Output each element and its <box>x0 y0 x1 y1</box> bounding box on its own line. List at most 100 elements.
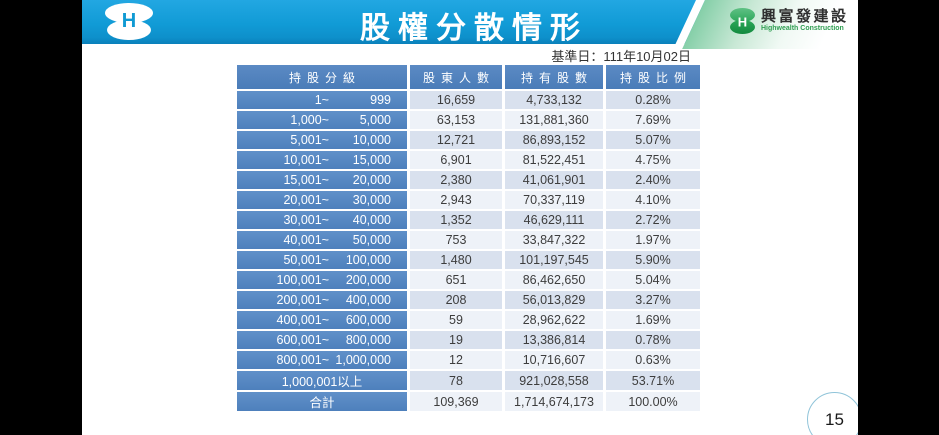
table-row: 20,001~ 30,000 2,943 70,337,119 4.10% <box>237 191 700 209</box>
range-cell: 1,000~ 5,000 <box>237 111 407 129</box>
range-cell: 10,001~ 15,000 <box>237 151 407 169</box>
ratio-cell: 5.04% <box>606 271 700 289</box>
range-cell: 5,001~ 10,000 <box>237 131 407 149</box>
table-header-row: 持股分級 股東人數 持有股數 持股比例 <box>237 65 700 89</box>
company-name: 興富發建設 <box>761 8 849 25</box>
shares-cell: 131,881,360 <box>505 111 603 129</box>
shares-cell: 1,714,674,173 <box>505 392 603 411</box>
ratio-cell: 0.63% <box>606 351 700 369</box>
holders-cell: 6,901 <box>410 151 502 169</box>
range-cell: 合計 <box>237 392 407 411</box>
holders-cell: 208 <box>410 291 502 309</box>
holders-cell: 2,380 <box>410 171 502 189</box>
holders-cell: 63,153 <box>410 111 502 129</box>
shares-cell: 28,962,622 <box>505 311 603 329</box>
range-cell: 40,001~ 50,000 <box>237 231 407 249</box>
presentation-slide: H 股權分散情形 H 興富發建設 Highwealth Construction… <box>82 0 858 435</box>
table-body: 1~ 999 16,659 4,733,132 0.28% 1,000~ 5,000 63,1… <box>237 91 700 411</box>
holders-cell: 2,943 <box>410 191 502 209</box>
shares-cell: 101,197,545 <box>505 251 603 269</box>
table-row: 10,001~ 15,000 6,901 81,522,451 4.75% <box>237 151 700 169</box>
page-number: 15 <box>825 409 844 429</box>
table-row: 1~ 999 16,659 4,733,132 0.28% <box>237 91 700 109</box>
range-cell: 100,001~ 200,000 <box>237 271 407 289</box>
range-cell: 15,001~ 20,000 <box>237 171 407 189</box>
shares-cell: 41,061,901 <box>505 171 603 189</box>
holders-cell: 1,352 <box>410 211 502 229</box>
holders-cell: 78 <box>410 371 502 390</box>
range-cell: 400,001~ 600,000 <box>237 311 407 329</box>
table-row: 5,001~ 10,000 12,721 86,893,152 5.07% <box>237 131 700 149</box>
table-row: 400,001~ 600,000 59 28,962,622 1.69% <box>237 311 700 329</box>
range-cell: 50,001~ 100,000 <box>237 251 407 269</box>
logo-letter: H <box>121 9 137 32</box>
record-date-label: 基準日：111年10月02日 <box>551 49 691 64</box>
range-cell: 200,001~ 400,000 <box>237 291 407 309</box>
company-name-en: Highwealth Construction <box>761 25 844 32</box>
shares-cell: 4,733,132 <box>505 91 603 109</box>
logo-oval-bottom <box>107 20 151 40</box>
logo-oval-top <box>105 3 153 23</box>
col-header-range: 持股分級 <box>237 65 407 89</box>
range-cell: 20,001~ 30,000 <box>237 191 407 209</box>
table-row: 合計 109,369 1,714,674,173 100.00% <box>237 392 700 411</box>
ratio-cell: 2.72% <box>606 211 700 229</box>
table-row: 200,001~ 400,000 208 56,013,829 3.27% <box>237 291 700 309</box>
shares-cell: 81,522,451 <box>505 151 603 169</box>
table-row: 1,000,001以上 78 921,028,558 53.71% <box>237 371 700 390</box>
table-row: 800,001~ 1,000,000 12 10,716,607 0.63% <box>237 351 700 369</box>
ratio-cell: 3.27% <box>606 291 700 309</box>
table-row: 1,000~ 5,000 63,153 131,881,360 7.69% <box>237 111 700 129</box>
ratio-cell: 2.40% <box>606 171 700 189</box>
table-row: 40,001~ 50,000 753 33,847,322 1.97% <box>237 231 700 249</box>
ratio-cell: 4.75% <box>606 151 700 169</box>
shares-cell: 86,893,152 <box>505 131 603 149</box>
holders-cell: 12,721 <box>410 131 502 149</box>
highwealth-green-logo-icon: H <box>730 8 755 35</box>
ratio-cell: 1.97% <box>606 231 700 249</box>
holders-cell: 12 <box>410 351 502 369</box>
holders-cell: 651 <box>410 271 502 289</box>
ratio-cell: 0.78% <box>606 331 700 349</box>
holders-cell: 1,480 <box>410 251 502 269</box>
shares-cell: 10,716,607 <box>505 351 603 369</box>
holders-cell: 109,369 <box>410 392 502 411</box>
shares-cell: 46,629,111 <box>505 211 603 229</box>
ratio-cell: 7.69% <box>606 111 700 129</box>
range-cell: 30,001~ 40,000 <box>237 211 407 229</box>
table-row: 600,001~ 800,000 19 13,386,814 0.78% <box>237 331 700 349</box>
ratio-cell: 1.69% <box>606 311 700 329</box>
holders-cell: 753 <box>410 231 502 249</box>
shares-cell: 86,462,650 <box>505 271 603 289</box>
shares-cell: 33,847,322 <box>505 231 603 249</box>
letterbox-left <box>0 0 82 435</box>
table-row: 15,001~ 20,000 2,380 41,061,901 2.40% <box>237 171 700 189</box>
range-cell: 600,001~ 800,000 <box>237 331 407 349</box>
col-header-ratio: 持股比例 <box>606 65 700 89</box>
ratio-cell: 5.90% <box>606 251 700 269</box>
holders-cell: 19 <box>410 331 502 349</box>
table-row: 50,001~ 100,000 1,480 101,197,545 5.90% <box>237 251 700 269</box>
range-cell: 1,000,001以上 <box>237 371 407 390</box>
shares-cell: 56,013,829 <box>505 291 603 309</box>
table-row: 100,001~ 200,000 651 86,462,650 5.04% <box>237 271 700 289</box>
letterbox-right <box>858 0 939 435</box>
table-row: 30,001~ 40,000 1,352 46,629,111 2.72% <box>237 211 700 229</box>
ratio-cell: 100.00% <box>606 392 700 411</box>
company-logo: H 興富發建設 Highwealth Construction <box>730 8 849 35</box>
col-header-shares: 持有股數 <box>505 65 603 89</box>
highwealth-logo-icon: H <box>105 3 153 40</box>
page-number-badge: 15 <box>807 392 858 435</box>
range-cell: 1~ 999 <box>237 91 407 109</box>
header-bar: H 股權分散情形 <box>82 0 858 49</box>
page-title: 股權分散情形 <box>360 12 588 45</box>
holders-cell: 59 <box>410 311 502 329</box>
shares-cell: 70,337,119 <box>505 191 603 209</box>
col-header-holders: 股東人數 <box>410 65 502 89</box>
ratio-cell: 5.07% <box>606 131 700 149</box>
holders-cell: 16,659 <box>410 91 502 109</box>
shares-cell: 921,028,558 <box>505 371 603 390</box>
ratio-cell: 4.10% <box>606 191 700 209</box>
ratio-cell: 0.28% <box>606 91 700 109</box>
range-cell: 800,001~ 1,000,000 <box>237 351 407 369</box>
